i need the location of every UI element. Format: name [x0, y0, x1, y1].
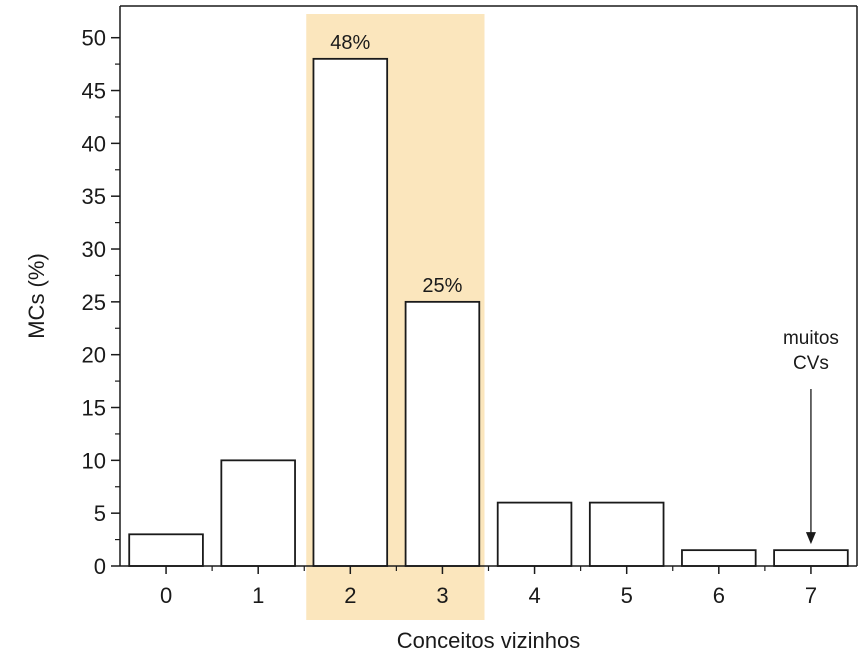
y-tick-label: 0	[94, 554, 106, 579]
y-tick-label: 45	[82, 79, 106, 104]
data-labels-layer: 48% 25%	[330, 32, 462, 297]
annotation-layer: muitos CVs	[783, 328, 839, 545]
y-tick-label: 40	[82, 131, 106, 156]
annotation-line: muitos	[783, 328, 839, 349]
bars-layer	[128, 57, 849, 567]
x-tick-label: 0	[160, 583, 172, 608]
y-tick-label: 30	[82, 237, 106, 262]
y-axis-title: MCs (%)	[24, 253, 49, 339]
x-tick-label: 2	[344, 583, 356, 608]
x-tick-label: 4	[528, 583, 540, 608]
annotation-arrow-head	[805, 532, 816, 545]
x-tick-label: 3	[436, 583, 448, 608]
y-tick-label: 15	[82, 396, 106, 421]
bar-5	[588, 501, 665, 567]
y-ticks-layer: 0 5 10 15 20 25 30 35 40 45 50	[82, 26, 120, 579]
y-tick-label: 50	[82, 26, 106, 51]
bar-3	[404, 300, 481, 567]
bar-2	[312, 57, 389, 567]
x-axis-title: Conceitos vizinhos	[397, 628, 580, 653]
bar-6	[681, 549, 757, 567]
x-tick-label: 1	[252, 583, 264, 608]
data-label-2: 48%	[330, 32, 370, 54]
x-tick-label: 6	[713, 583, 725, 608]
x-tick-label: 5	[621, 583, 633, 608]
bar-7	[773, 549, 849, 567]
y-tick-label: 20	[82, 343, 106, 368]
data-label-3: 25%	[422, 275, 462, 297]
bar-0	[128, 533, 204, 567]
y-tick-label: 10	[82, 448, 106, 473]
x-ticks-layer: 0 1 2 3 4 5 6 7	[160, 566, 817, 608]
bar-4	[496, 501, 573, 567]
annotation-line: CVs	[793, 353, 829, 374]
y-tick-label: 35	[82, 184, 106, 209]
bar-1	[220, 459, 296, 567]
x-tick-label: 7	[805, 583, 817, 608]
y-tick-label: 5	[94, 501, 106, 526]
y-tick-label: 25	[82, 290, 106, 315]
